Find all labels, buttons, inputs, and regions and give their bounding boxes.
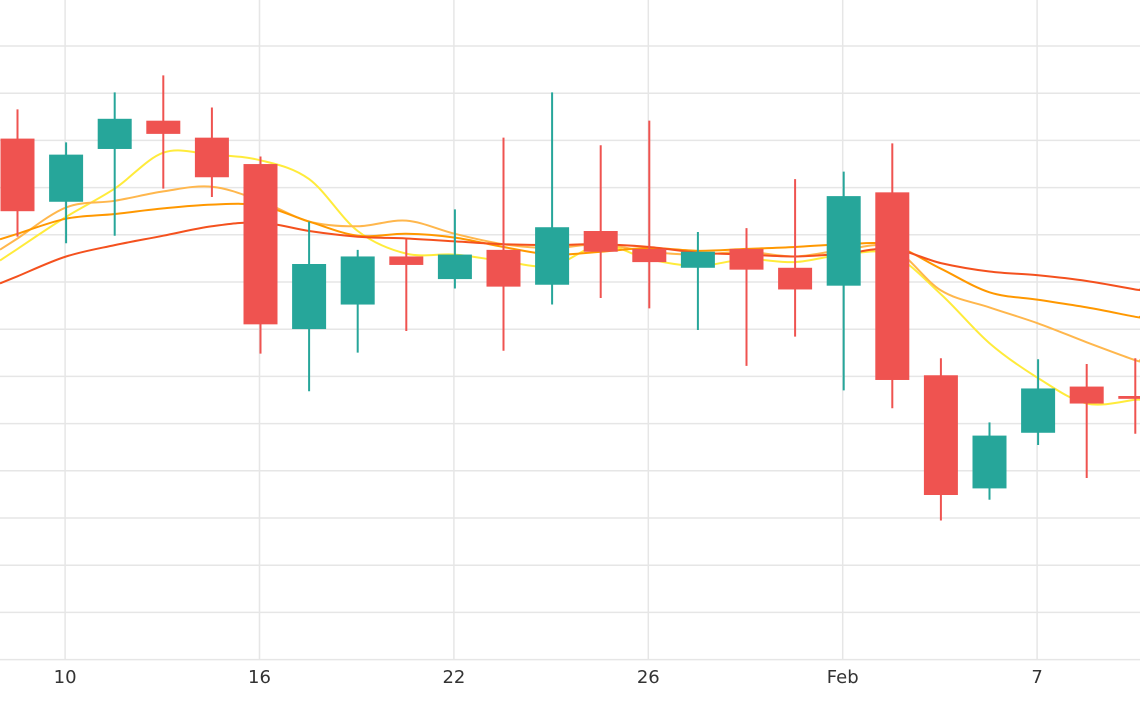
candle	[340, 249, 375, 353]
candle-body	[243, 164, 278, 325]
candle-body	[632, 248, 667, 263]
x-axis: 10 16 22 26 Feb 7	[54, 667, 1043, 688]
candle	[1118, 358, 1140, 434]
candle-body	[1118, 396, 1140, 399]
candle-body	[292, 264, 327, 330]
candle	[97, 92, 132, 236]
candle	[583, 145, 618, 298]
candle	[535, 92, 570, 305]
candle	[778, 179, 813, 337]
candle	[680, 231, 715, 330]
candle-body	[1021, 388, 1056, 433]
candle-body	[1069, 386, 1104, 404]
candle-body	[680, 251, 715, 268]
candle	[632, 120, 667, 309]
candle	[0, 109, 35, 237]
candle-body	[583, 231, 618, 252]
candle-body	[97, 118, 132, 149]
candle-body	[535, 227, 570, 285]
candle	[729, 228, 764, 366]
candle-body	[778, 267, 813, 290]
moving-average-line-3	[0, 202, 1140, 319]
x-tick-label: 22	[442, 667, 465, 688]
candle-body	[486, 249, 521, 287]
candles	[0, 75, 1140, 521]
candle-body	[875, 192, 910, 380]
candle	[826, 171, 861, 391]
candle	[292, 221, 327, 392]
candle-body	[729, 248, 764, 270]
candle	[146, 75, 181, 189]
candle	[875, 143, 910, 409]
candle-body	[437, 254, 472, 280]
candle-body	[340, 256, 375, 305]
candle	[972, 422, 1007, 500]
x-tick-label: 10	[54, 667, 77, 688]
candle	[486, 137, 521, 351]
x-tick-label: 7	[1031, 667, 1042, 688]
candle-body	[146, 120, 181, 134]
moving-average-line-2	[0, 185, 1140, 363]
candle	[194, 107, 229, 198]
moving-average-line-1	[0, 149, 1140, 406]
candle-body	[49, 154, 84, 202]
x-tick-label: Feb	[827, 667, 859, 688]
candle-body	[826, 196, 861, 286]
x-tick-label: 26	[637, 667, 660, 688]
candle-body	[972, 435, 1007, 489]
candle-body	[194, 137, 229, 178]
candle	[437, 209, 472, 289]
moving-average-line-4	[0, 221, 1140, 292]
candle-body	[923, 375, 958, 495]
candle	[1069, 363, 1104, 479]
x-tick-label: 16	[248, 667, 271, 688]
candle	[49, 142, 84, 244]
moving-average-lines	[0, 149, 1140, 406]
candle	[389, 239, 424, 331]
candle-body	[389, 256, 424, 265]
candle	[923, 358, 958, 521]
candle	[243, 156, 278, 354]
candle	[1021, 359, 1056, 446]
candle-body	[0, 138, 35, 212]
grid-lines	[0, 0, 1140, 661]
